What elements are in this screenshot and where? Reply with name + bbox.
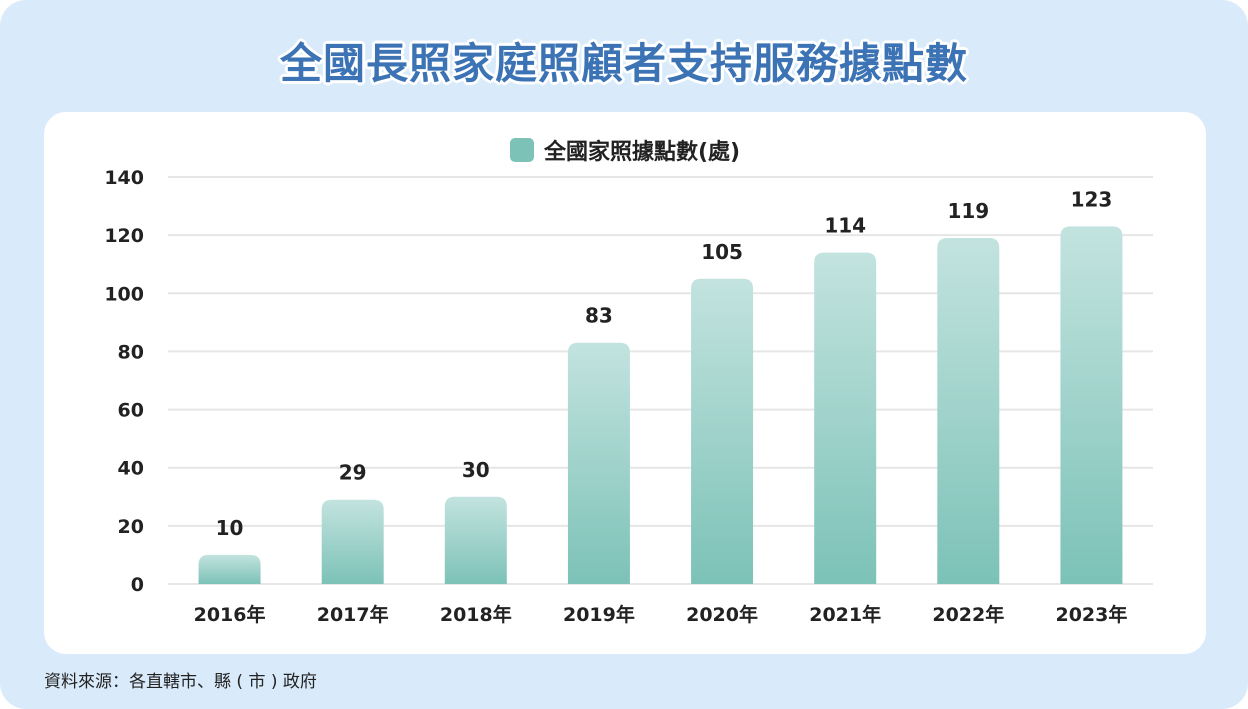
x-tick-label: 2022年	[932, 603, 1004, 626]
y-tick-label: 60	[118, 400, 144, 422]
bar	[321, 499, 384, 584]
data-label: 83	[585, 304, 613, 328]
data-label: 29	[339, 461, 367, 485]
bar	[567, 342, 630, 584]
x-tick-label: 2018年	[440, 603, 512, 626]
data-label: 123	[1071, 187, 1113, 211]
x-tick-label: 2019年	[563, 603, 635, 626]
bar	[198, 554, 261, 584]
bar	[691, 278, 754, 584]
y-tick-label: 20	[118, 516, 144, 538]
bar	[1060, 226, 1123, 584]
chart-title: 全國長照家庭照顧者支持服務據點數	[279, 39, 968, 88]
y-tick-label: 0	[131, 574, 144, 596]
legend-swatch	[509, 138, 534, 162]
y-tick-label: 140	[104, 167, 144, 189]
legend-label: 全國家照據點數(處)	[543, 140, 741, 165]
data-label: 114	[824, 214, 866, 238]
y-tick-label: 120	[104, 225, 144, 247]
data-label: 30	[462, 458, 490, 482]
x-tick-label: 2021年	[809, 603, 881, 626]
data-label: 10	[216, 516, 244, 540]
bar	[444, 496, 507, 584]
y-tick-label: 100	[104, 283, 144, 305]
x-tick-label: 2016年	[194, 603, 266, 626]
source-note: 資料來源：各直轄市、縣 ( 市 ) 政府	[44, 672, 317, 692]
bar	[937, 238, 1000, 585]
x-tick-label: 2020年	[686, 603, 758, 626]
legend: 全國家照據點數(處)	[44, 134, 1206, 166]
data-label: 119	[947, 199, 989, 223]
y-tick-label: 40	[118, 458, 144, 480]
bar	[814, 252, 877, 585]
data-label: 105	[701, 240, 743, 264]
x-tick-label: 2023年	[1055, 603, 1127, 626]
x-tick-label: 2017年	[317, 603, 389, 626]
y-tick-label: 80	[118, 341, 144, 363]
